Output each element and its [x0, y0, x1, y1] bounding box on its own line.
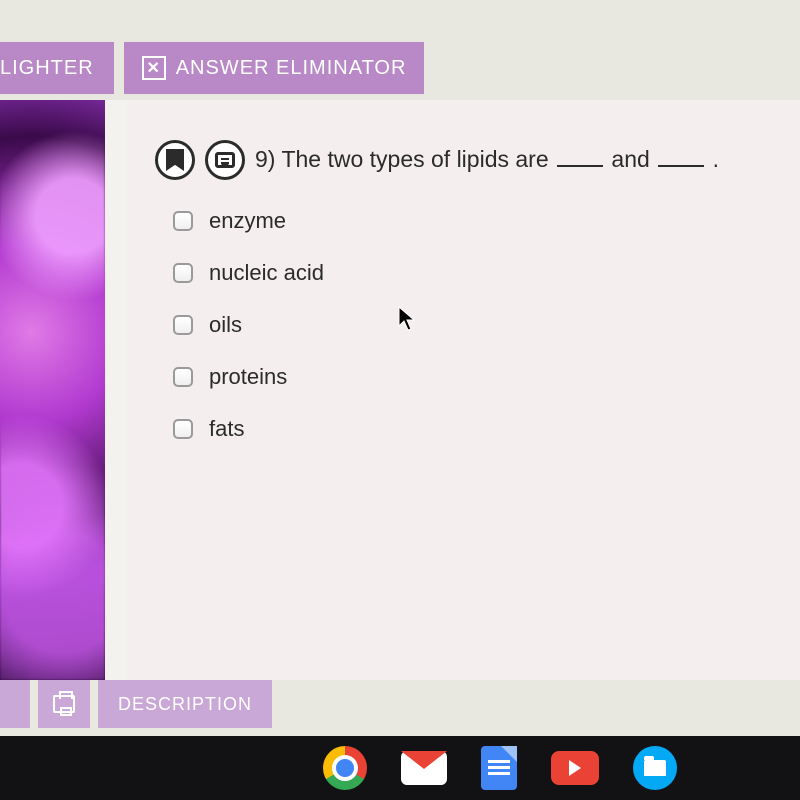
eliminator-x-icon: ✕ — [142, 56, 166, 80]
bottom-partial-button[interactable] — [0, 680, 30, 728]
print-icon — [53, 695, 75, 713]
option-row[interactable]: proteins — [173, 364, 772, 390]
comment-icon — [215, 152, 235, 168]
description-label: DESCRIPTION — [118, 694, 252, 715]
options-list: enzyme nucleic acid oils proteins fats — [173, 208, 772, 442]
question-text: 9) The two types of lipids are and . — [255, 145, 719, 175]
bookmark-button[interactable] — [155, 140, 195, 180]
question-panel: 9) The two types of lipids are and . enz… — [127, 100, 800, 680]
question-number: 9) — [255, 146, 275, 172]
description-button[interactable]: DESCRIPTION — [98, 680, 272, 728]
youtube-icon[interactable] — [551, 751, 599, 785]
option-label: oils — [209, 312, 242, 338]
blank-2 — [658, 146, 704, 167]
answer-eliminator-button[interactable]: ✕ ANSWER ELIMINATOR — [124, 42, 425, 94]
content-row: 9) The two types of lipids are and . enz… — [0, 100, 800, 680]
question-text-mid: and — [611, 146, 649, 172]
checkbox[interactable] — [173, 367, 193, 387]
os-taskbar — [0, 736, 800, 800]
chrome-icon[interactable] — [323, 746, 367, 790]
bookmark-icon — [166, 149, 184, 171]
gmail-icon[interactable] — [401, 751, 447, 785]
option-row[interactable]: enzyme — [173, 208, 772, 234]
top-toolbar: LIGHTER ✕ ANSWER ELIMINATOR — [0, 42, 424, 94]
option-label: enzyme — [209, 208, 286, 234]
files-icon[interactable] — [633, 746, 677, 790]
sidebar-image — [0, 100, 105, 680]
option-row[interactable]: nucleic acid — [173, 260, 772, 286]
option-label: nucleic acid — [209, 260, 324, 286]
question-header: 9) The two types of lipids are and . — [155, 140, 772, 180]
option-row[interactable]: fats — [173, 416, 772, 442]
checkbox[interactable] — [173, 211, 193, 231]
eliminator-label: ANSWER ELIMINATOR — [176, 57, 407, 80]
docs-icon[interactable] — [481, 746, 517, 790]
checkbox[interactable] — [173, 315, 193, 335]
bottom-toolbar: DESCRIPTION — [0, 680, 272, 728]
spacer — [105, 100, 127, 680]
checkbox[interactable] — [173, 263, 193, 283]
option-label: proteins — [209, 364, 287, 390]
option-label: fats — [209, 416, 244, 442]
highlighter-button[interactable]: LIGHTER — [0, 42, 114, 94]
blank-1 — [557, 146, 603, 167]
comment-button[interactable] — [205, 140, 245, 180]
highlighter-label: LIGHTER — [0, 57, 94, 80]
question-text-after: . — [713, 146, 719, 172]
question-text-before: The two types of lipids are — [281, 146, 548, 172]
app-screen: LIGHTER ✕ ANSWER ELIMINATOR 9) The two t… — [0, 0, 800, 800]
print-button[interactable] — [38, 680, 90, 728]
checkbox[interactable] — [173, 419, 193, 439]
option-row[interactable]: oils — [173, 312, 772, 338]
